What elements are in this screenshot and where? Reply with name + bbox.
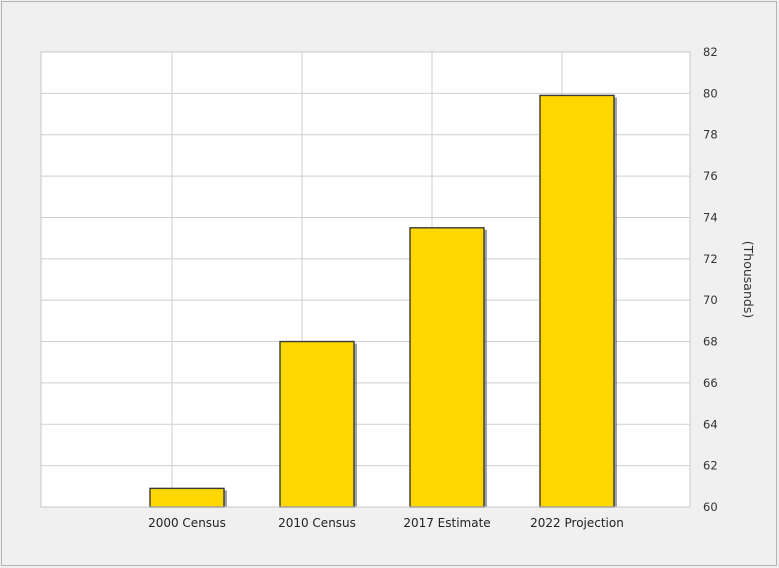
y-tick-label: 60 [703,500,718,514]
x-tick-label: 2000 Census [148,516,226,530]
bar [409,227,485,508]
bars [149,94,617,508]
y-tick-label: 72 [703,252,718,266]
bar [279,340,355,508]
y-tick-label: 70 [703,293,718,307]
y-tick-label: 64 [703,417,718,431]
y-tick-label: 82 [703,45,718,59]
x-tick-label: 2017 Estimate [403,516,490,530]
bar [149,487,225,508]
y-tick-label: 68 [703,335,718,349]
y-axis-label: (Thousands) [741,241,756,318]
plot-border [40,51,691,508]
y-tick-label: 76 [703,169,718,183]
y-tick-label: 66 [703,376,718,390]
y-tick-label: 78 [703,128,718,142]
y-tick-label: 80 [703,86,718,100]
y-tick-label: 62 [703,459,718,473]
x-tick-label: 2022 Projection [530,516,624,530]
y-tick-label: 74 [703,210,718,224]
axes: 60 62 64 66 68 70 72 74 76 78 80 82 2000 Census 2010 … [40,45,718,530]
x-tick-label: 2010 Census [278,516,356,530]
bar [539,94,615,508]
